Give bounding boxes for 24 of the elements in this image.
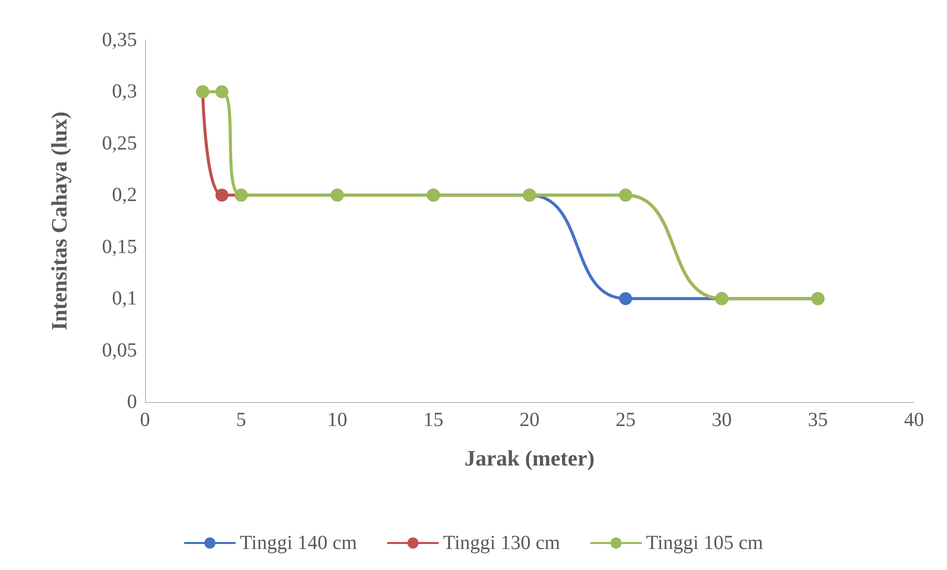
x-tick-label: 15	[423, 409, 444, 431]
y-tick-label: 0,1	[112, 288, 137, 310]
y-tick-label: 0,05	[102, 339, 137, 362]
x-tick-label: 25	[616, 409, 636, 431]
y-tick-label: 0,2	[112, 184, 137, 206]
y-axis-title: Intensitas Cahaya (lux)	[46, 112, 72, 330]
point	[215, 188, 228, 202]
x-tick-label: 10	[327, 409, 348, 431]
x-tick-label: 35	[808, 409, 828, 431]
legend-label: Tinggi 140 cm	[240, 532, 358, 554]
point	[215, 85, 228, 98]
y-tick-label: 0,15	[102, 236, 137, 258]
legend-label: Tinggi 130 cm	[442, 532, 560, 554]
x-tick-label: 40	[904, 409, 924, 431]
y-tick-label: 0,25	[102, 132, 137, 154]
legend-label: Tinggi 105 cm	[646, 532, 764, 554]
x-axis-title: Jarak (meter)	[464, 446, 595, 470]
y-tick-label: 0,3	[112, 80, 137, 103]
y-tick-label: 0,35	[102, 29, 137, 51]
y-tick-label: 0	[127, 391, 137, 413]
x-tick-label: 5	[236, 409, 246, 431]
x-tick-label: 30	[712, 409, 732, 431]
x-tick-label: 20	[520, 409, 540, 431]
point	[619, 292, 632, 306]
